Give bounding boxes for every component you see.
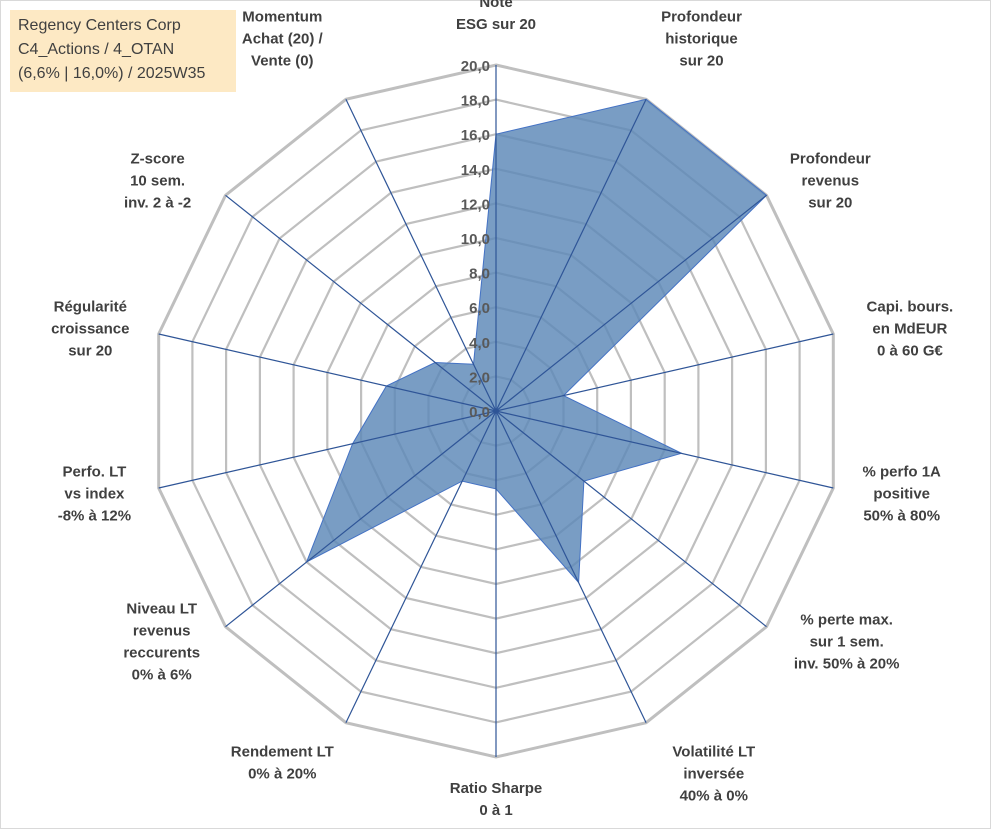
title-box: Regency Centers Corp C4_Actions / 4_OTAN… [10, 10, 236, 92]
axis-label-4: % perfo 1A positive 50% à 80% [863, 463, 942, 524]
axis-spoke-12 [225, 194, 497, 412]
axis-label-0: Note ESG sur 20 [456, 0, 536, 33]
allocation-week: (6,6% | 16,0%) / 2025W35 [18, 65, 206, 82]
tick-label: 2,0 [469, 369, 490, 386]
axis-spoke-2 [495, 194, 767, 412]
axis-label-6: Volatilité LT inversée 40% à 0% [672, 743, 755, 804]
axis-label-10: Perfo. LT vs index -8% à 12% [58, 463, 131, 524]
axis-label-3: Capi. bours. en MdEUR 0 à 60 G€ [867, 299, 954, 360]
axis-spoke-3 [495, 333, 834, 412]
axis-label-9: Niveau LT revenus reccurents 0% à 6% [123, 601, 200, 684]
axis-spoke-1 [495, 99, 647, 412]
tick-label: 6,0 [469, 300, 490, 317]
tick-label: 8,0 [469, 266, 490, 283]
data-area [305, 98, 768, 584]
axis-spoke-9 [225, 410, 497, 628]
tick-label: 14,0 [461, 162, 490, 179]
axis-label-1: Profondeur historique sur 20 [661, 9, 742, 70]
axis-spoke-13 [345, 99, 497, 412]
axis-label-12: Z-score 10 sem. inv. 2 à -2 [124, 150, 191, 211]
axis-label-2: Profondeur revenus sur 20 [790, 150, 871, 211]
axis-label-8: Rendement LT 0% à 20% [231, 743, 334, 782]
tick-label: 0,0 [469, 404, 490, 421]
axis-spoke-6 [495, 410, 647, 723]
radar-axis-labels: Note ESG sur 20 Profondeur historique sur 20… [51, 0, 953, 819]
tick-label: 12,0 [461, 196, 490, 213]
tick-label: 16,0 [461, 127, 490, 144]
radar-tick-labels: 0,0 2,0 4,0 6,0 8,0 10,0 12,0 14,0 16,0 18,0 20,0 [461, 58, 490, 421]
company-name: Regency Centers Corp [18, 17, 181, 34]
axis-spoke-8 [345, 410, 497, 723]
tick-label: 10,0 [461, 231, 490, 248]
tick-label: 4,0 [469, 335, 490, 352]
axis-spoke-11 [158, 333, 497, 412]
axis-label-5: % perte max. sur 1 sem. inv. 50% à 20% [794, 612, 900, 673]
axis-label-7: Ratio Sharpe 0 à 1 [450, 780, 543, 819]
tick-label: 18,0 [461, 93, 490, 110]
classification: C4_Actions / 4_OTAN [18, 41, 175, 58]
axis-spoke-4 [495, 410, 834, 489]
radar-series [305, 98, 768, 584]
tick-label: 20,0 [461, 58, 490, 75]
axis-spoke-10 [158, 410, 497, 489]
axis-spoke-5 [495, 410, 767, 628]
axis-label-11: Régularité croissance sur 20 [51, 299, 129, 360]
radar-spokes [158, 65, 834, 757]
axis-label-13: Momentum Achat (20) / Vente (0) [242, 9, 324, 70]
